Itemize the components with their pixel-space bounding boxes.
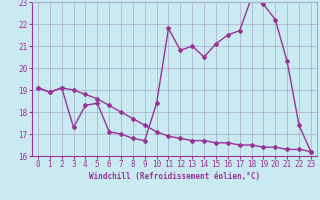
X-axis label: Windchill (Refroidissement éolien,°C): Windchill (Refroidissement éolien,°C) <box>89 172 260 181</box>
